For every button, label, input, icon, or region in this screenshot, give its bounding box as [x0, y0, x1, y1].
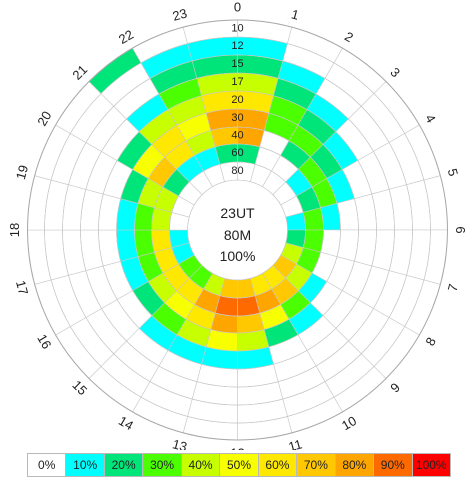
legend-swatch: 50% — [220, 454, 259, 476]
hour-label: 18 — [7, 223, 22, 237]
hour-label: 9 — [387, 380, 403, 396]
hour-label: 7 — [445, 282, 461, 293]
ring-circle — [187, 179, 288, 281]
hour-label: 10 — [339, 413, 359, 433]
hour-label: 6 — [453, 226, 468, 233]
ring-label: 30 — [231, 112, 243, 124]
hour-label: 20 — [34, 108, 54, 128]
legend-swatch: 70% — [297, 454, 336, 476]
ring-label: 10 — [231, 23, 243, 35]
ring-label: 17 — [231, 76, 243, 88]
hour-label: 13 — [171, 436, 189, 450]
ring-label: 15 — [231, 58, 243, 70]
hour-label: 12 — [230, 446, 244, 451]
hour-label: 21 — [69, 62, 90, 83]
center-label: 23UT — [220, 205, 255, 221]
ring-label: 20 — [231, 94, 243, 106]
ring-circle — [62, 54, 413, 406]
legend-swatch: 80% — [335, 454, 375, 476]
hour-label: 11 — [287, 436, 304, 450]
legend-swatch: 90% — [374, 454, 413, 476]
hour-label: 22 — [116, 27, 136, 47]
hour-label: 3 — [387, 64, 403, 80]
hour-label: 0 — [234, 0, 241, 15]
hour-label: 8 — [422, 335, 439, 349]
legend-swatch: 40% — [181, 454, 221, 476]
center-label: 100% — [220, 248, 256, 264]
ring-label: 80 — [231, 165, 243, 177]
hour-label: 19 — [13, 163, 31, 181]
ring-circle — [151, 143, 324, 317]
ring-circle — [27, 19, 448, 441]
legend-swatch: 30% — [143, 454, 182, 476]
legend-swatch: 0% — [28, 454, 67, 476]
ring-circle — [44, 36, 431, 424]
hour-label: 1 — [290, 6, 301, 22]
legend-swatch: 100% — [412, 454, 450, 476]
hour-label: 16 — [34, 331, 54, 351]
hour-label: 17 — [13, 279, 31, 297]
ring-label: 60 — [231, 147, 243, 159]
hour-label: 23 — [171, 5, 189, 23]
ring-circle — [98, 90, 377, 370]
legend-swatch: 60% — [258, 454, 298, 476]
ring-circle — [80, 72, 395, 388]
hour-label: 2 — [342, 29, 356, 46]
hour-label: 15 — [69, 377, 90, 398]
color-legend: 0% 10% 20% 30% 40% 50% 60% 70% 80% 90% 100% — [27, 453, 451, 477]
ring-label: 40 — [231, 130, 243, 142]
polar-heatmap: 0123456789101112131415161718192021222310… — [7, 0, 468, 451]
hour-label: 5 — [445, 167, 461, 178]
ring-circle — [134, 126, 341, 334]
legend-swatch: 20% — [104, 454, 144, 476]
ring-label: 12 — [231, 40, 243, 52]
hour-label: 4 — [422, 112, 439, 126]
center-label: 80M — [224, 227, 251, 243]
hour-label: 14 — [116, 413, 136, 433]
ring-circle — [169, 161, 306, 299]
ring-circle — [116, 108, 359, 352]
legend-swatch: 10% — [66, 454, 105, 476]
